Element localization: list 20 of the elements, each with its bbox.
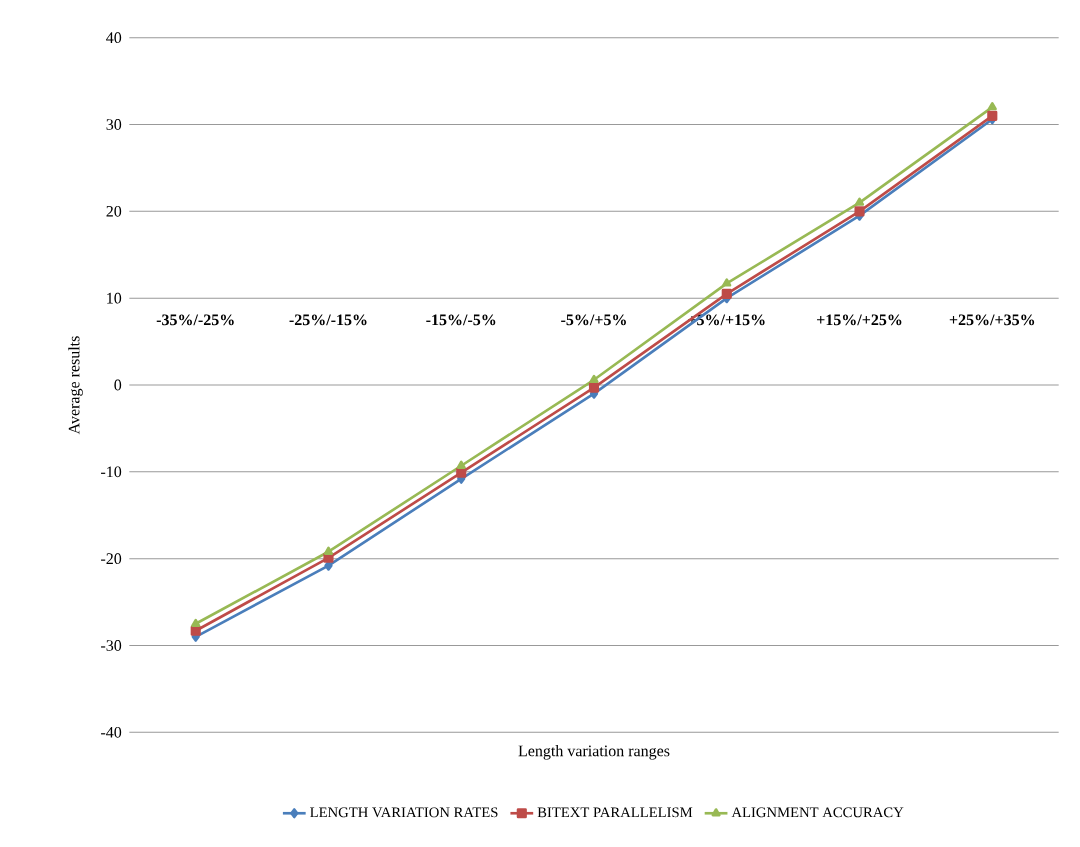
y-tick-label: 0 bbox=[114, 379, 122, 391]
y-tick-label: -40 bbox=[101, 726, 122, 738]
x-axis-title: Length variation ranges bbox=[518, 745, 670, 760]
legend-label: LENGTH VARIATION RATES bbox=[310, 807, 498, 818]
x-tick-label: -35%/-25% bbox=[156, 314, 234, 326]
x-tick-label: -15%/-5% bbox=[426, 314, 496, 326]
y-tick-label: -20 bbox=[101, 553, 122, 565]
y-axis-title: Average results bbox=[68, 336, 83, 435]
y-tick-label: 20 bbox=[106, 205, 122, 217]
legend-label: BITEXT PARALLELISM bbox=[537, 807, 693, 818]
x-tick-label: +15%/+25% bbox=[817, 314, 902, 326]
y-tick-label: 30 bbox=[106, 119, 122, 130]
x-tick-label: -5%/+5% bbox=[561, 314, 626, 326]
y-tick-label: -30 bbox=[101, 640, 122, 651]
y-tick-label: 40 bbox=[106, 32, 122, 44]
y-tick-label: -10 bbox=[101, 466, 122, 478]
y-tick-label: 10 bbox=[107, 292, 122, 304]
x-tick-label: -25%/-15% bbox=[289, 314, 367, 326]
legend-label: ALIGNMENT ACCURACY bbox=[731, 807, 904, 818]
x-tick-label: +25%/+35% bbox=[949, 314, 1035, 326]
